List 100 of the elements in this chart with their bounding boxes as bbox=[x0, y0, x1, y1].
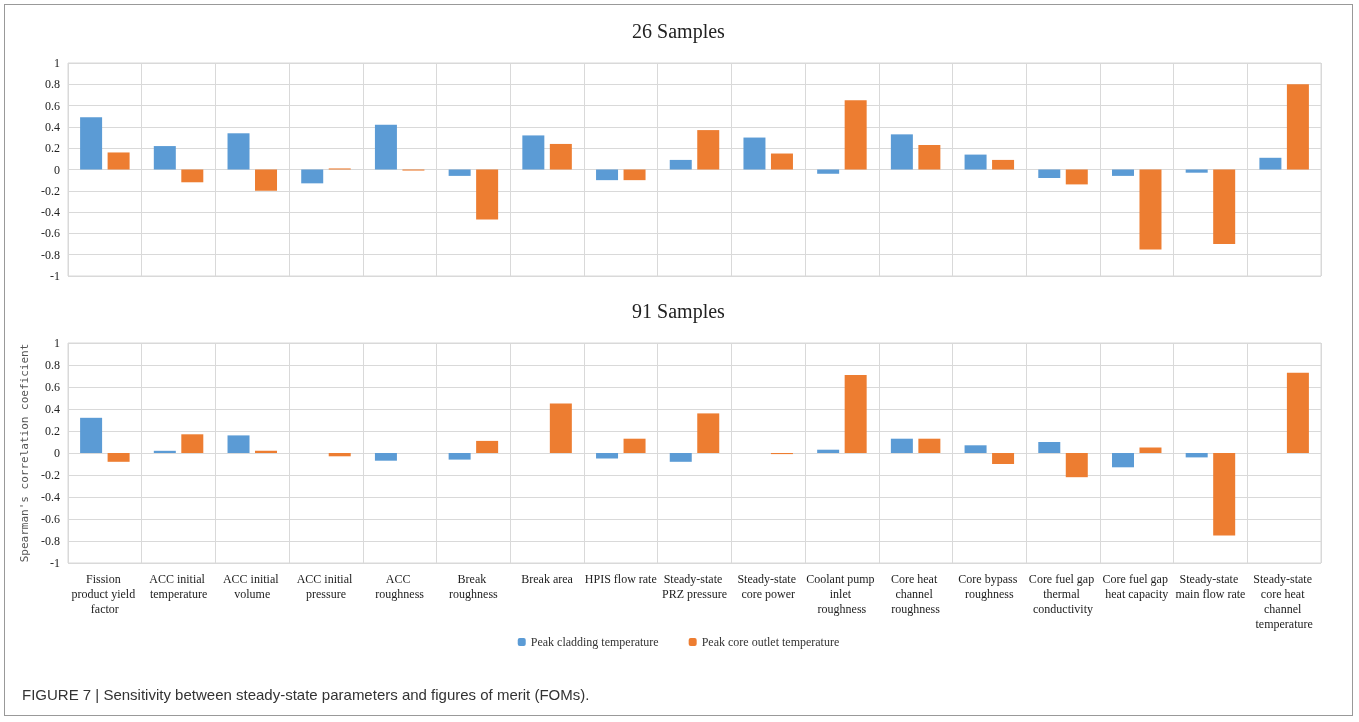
bar bbox=[743, 137, 766, 170]
y-tick-label: 0 bbox=[54, 162, 60, 177]
x-tick-label: ACC initial temperature bbox=[149, 571, 208, 601]
chart-title: 26 Samples bbox=[632, 20, 726, 43]
y-tick-label: -0.2 bbox=[41, 183, 60, 198]
bar bbox=[1038, 442, 1061, 453]
bar bbox=[1065, 169, 1088, 185]
bar bbox=[549, 403, 572, 453]
y-tick-label: -1 bbox=[50, 556, 60, 570]
bar bbox=[301, 169, 324, 184]
legend-label: Peak core outlet temperature bbox=[701, 635, 840, 649]
bar bbox=[181, 434, 204, 453]
y-tick-label: -0.2 bbox=[41, 468, 60, 482]
y-tick-label: -0.6 bbox=[41, 226, 60, 241]
bar bbox=[596, 169, 619, 181]
bar bbox=[918, 438, 941, 453]
y-tick-label: 0.6 bbox=[45, 98, 60, 113]
bar bbox=[374, 124, 397, 170]
y-tick-label: 0.8 bbox=[45, 358, 60, 372]
x-tick-label: Fission product yield factor bbox=[71, 571, 139, 616]
y-tick-label: 0.4 bbox=[45, 402, 60, 416]
bar bbox=[227, 133, 250, 170]
bar bbox=[107, 152, 130, 170]
chart-title: 91 Samples bbox=[632, 300, 726, 323]
x-tick-label: ACC roughness bbox=[375, 571, 425, 601]
bar bbox=[448, 169, 471, 176]
y-tick-label: 1 bbox=[54, 56, 60, 70]
y-axis-title: Spearman's correlation coeficient bbox=[18, 343, 31, 563]
y-tick-label: -0.8 bbox=[41, 534, 60, 548]
bar bbox=[817, 449, 840, 453]
bar bbox=[374, 453, 397, 461]
bar bbox=[1038, 169, 1061, 179]
bar bbox=[770, 153, 793, 170]
bar bbox=[476, 169, 499, 220]
x-tick-label: ACC initial pressure bbox=[296, 571, 356, 601]
x-tick-label: ACC initial volume bbox=[222, 571, 282, 601]
x-tick-label: Steady-state core heat channel temperature bbox=[1253, 571, 1315, 631]
bar bbox=[964, 154, 987, 170]
bar bbox=[890, 134, 913, 170]
bar bbox=[918, 145, 941, 170]
bar bbox=[476, 440, 499, 453]
bar bbox=[448, 453, 471, 460]
bar bbox=[890, 438, 913, 453]
bar bbox=[1185, 169, 1208, 173]
bar bbox=[328, 453, 351, 457]
bar bbox=[1286, 84, 1309, 170]
y-tick-label: -0.4 bbox=[41, 205, 60, 220]
bar bbox=[1213, 169, 1236, 245]
bar bbox=[964, 445, 987, 453]
legend-label: Peak cladding temperature bbox=[530, 635, 659, 649]
bar bbox=[697, 130, 720, 170]
y-tick-label: 0.8 bbox=[45, 77, 60, 92]
bar bbox=[1065, 453, 1088, 478]
bar bbox=[623, 438, 646, 453]
bar bbox=[992, 159, 1015, 170]
bar bbox=[844, 374, 867, 453]
bar bbox=[992, 453, 1015, 464]
bar bbox=[80, 117, 103, 170]
bar bbox=[1139, 447, 1162, 453]
bar bbox=[623, 169, 646, 181]
caption: FIGURE 7 | Sensitivity between steady-state parameters and figures of merit (FOMs). bbox=[22, 686, 590, 703]
x-tick-label: Core fuel gap thermal conductivity bbox=[1028, 571, 1098, 616]
x-tick-label: HPIS flow rate bbox=[584, 571, 657, 586]
x-tick-label: Core fuel gap heat capacity bbox=[1102, 571, 1171, 601]
y-tick-label: 0 bbox=[54, 446, 60, 460]
x-tick-label: Core heat channel roughness bbox=[890, 571, 941, 616]
bar bbox=[669, 159, 692, 170]
bar bbox=[80, 417, 103, 453]
x-tick-label: Break area bbox=[521, 571, 574, 586]
bar bbox=[549, 143, 572, 170]
bar bbox=[1259, 157, 1282, 170]
bar bbox=[697, 413, 720, 453]
bar bbox=[1213, 453, 1236, 536]
y-tick-label: -1 bbox=[50, 269, 60, 283]
y-tick-label: -0.6 bbox=[41, 512, 60, 526]
x-tick-label: Coolant pump inlet roughness bbox=[806, 571, 878, 616]
x-tick-label: Steady-state core power bbox=[737, 571, 800, 601]
y-tick-label: 1 bbox=[54, 336, 60, 350]
y-tick-label: 0.6 bbox=[45, 380, 60, 394]
bar bbox=[181, 169, 204, 183]
y-tick-label: 0.2 bbox=[45, 424, 60, 438]
x-tick-label: Break roughness bbox=[449, 571, 499, 601]
y-tick-label: -0.8 bbox=[41, 247, 60, 262]
bar bbox=[1111, 453, 1134, 468]
bar bbox=[1286, 372, 1309, 453]
bar bbox=[1185, 453, 1208, 458]
y-tick-label: -0.4 bbox=[41, 490, 60, 504]
bar bbox=[1139, 169, 1162, 250]
bar bbox=[107, 453, 130, 462]
bar bbox=[522, 135, 545, 170]
bar bbox=[153, 146, 176, 170]
bar bbox=[1111, 169, 1134, 176]
x-tick-label: Steady-state main flow rate bbox=[1175, 571, 1246, 601]
x-tick-label: Steady-state PRZ pressure bbox=[662, 571, 727, 601]
bar bbox=[255, 169, 278, 191]
bar bbox=[255, 450, 278, 453]
bar bbox=[844, 100, 867, 170]
bar bbox=[817, 169, 840, 174]
bar bbox=[227, 435, 250, 453]
x-tick-label: Core bypass roughness bbox=[958, 571, 1021, 601]
